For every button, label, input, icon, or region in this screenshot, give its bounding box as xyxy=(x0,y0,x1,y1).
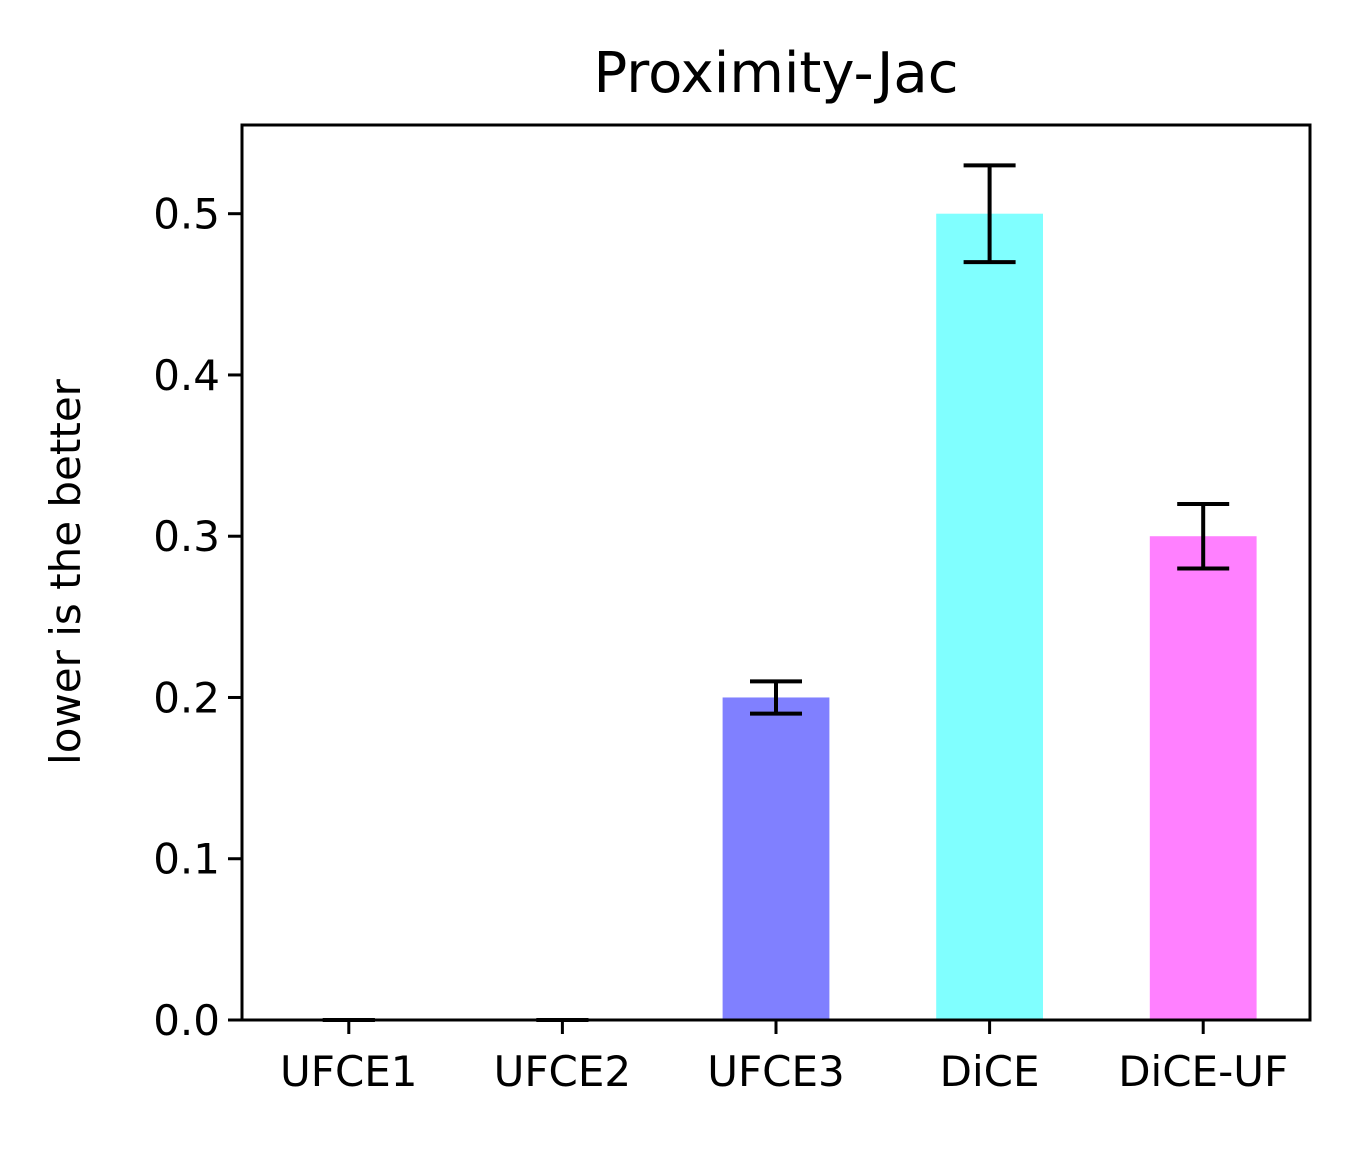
x-tick-label: UFCE3 xyxy=(707,1047,844,1096)
y-axis: 0.0 0.1 0.2 0.3 0.4 0.5 xyxy=(153,190,242,1045)
x-axis: UFCE1 UFCE2 UFCE3 DiCE DiCE-UF xyxy=(280,1020,1288,1096)
x-tick-label: DiCE-UF xyxy=(1118,1047,1288,1096)
bars-group xyxy=(722,213,1257,1020)
y-tick-label: 0.4 xyxy=(153,351,220,400)
y-tick-label: 0.2 xyxy=(153,673,220,722)
x-tick-label: UFCE2 xyxy=(494,1047,631,1096)
x-tick-label: DiCE xyxy=(940,1047,1040,1096)
error-bar-dice xyxy=(963,163,1016,265)
y-axis-label: lower is the better xyxy=(41,378,90,765)
bar-ufce3 xyxy=(722,697,830,1020)
error-bar-ufce3 xyxy=(750,679,802,716)
y-tick-label: 0.3 xyxy=(153,512,220,561)
bar-dice xyxy=(936,213,1043,1020)
y-tick-label: 0.5 xyxy=(153,190,220,239)
bar-dice-uf xyxy=(1149,536,1257,1020)
x-tick-label: UFCE1 xyxy=(280,1047,417,1096)
y-tick-label: 0.1 xyxy=(153,835,220,884)
error-bar-dice-uf xyxy=(1177,501,1230,571)
y-tick-label: 0.0 xyxy=(153,996,220,1045)
chart-title: Proximity-Jac xyxy=(594,41,959,106)
